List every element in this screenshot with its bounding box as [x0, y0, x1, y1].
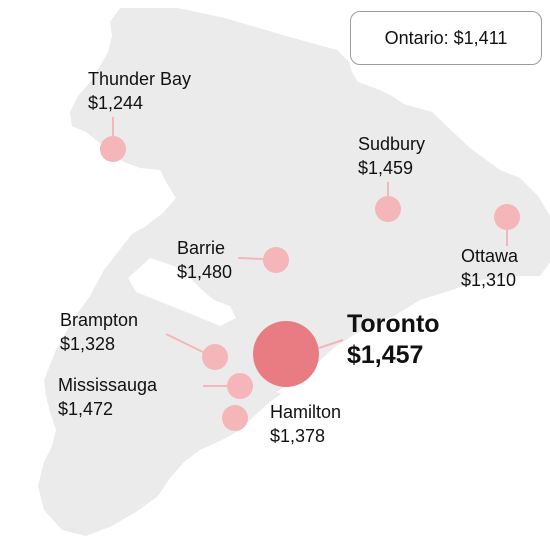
- city-rent: $1,244: [88, 93, 144, 113]
- georgian-bay: [128, 258, 236, 326]
- lake-ontario: [276, 344, 382, 398]
- city-name: Ottawa: [461, 246, 519, 266]
- city-label-ottawa: Ottawa $1,310: [461, 244, 518, 292]
- city-rent: $1,310: [461, 270, 517, 290]
- city-name: Thunder Bay: [88, 69, 192, 89]
- leader-line-brampton: [165, 333, 204, 353]
- city-label-thunder-bay: Thunder Bay $1,244: [88, 67, 191, 115]
- summary-region: Ontario: [384, 27, 444, 48]
- city-marker-thunder-bay: [100, 136, 126, 162]
- city-marker-hamilton: [222, 405, 248, 431]
- city-name: Toronto: [347, 310, 440, 338]
- city-label-toronto: Toronto $1,457: [347, 309, 440, 371]
- city-name: Sudbury: [358, 134, 426, 154]
- city-rent: $1,472: [58, 399, 114, 419]
- city-marker-toronto: [253, 321, 319, 387]
- city-label-hamilton: Hamilton $1,378: [270, 400, 341, 448]
- province-summary-box: Ontario : $1,411: [350, 11, 542, 65]
- city-rent: $1,378: [270, 426, 326, 446]
- summary-value: $1,411: [453, 27, 508, 48]
- city-label-brampton: Brampton $1,328: [60, 308, 138, 356]
- city-marker-sudbury: [375, 196, 401, 222]
- city-name: Barrie: [177, 238, 226, 258]
- city-marker-ottawa: [494, 204, 520, 230]
- leader-line-barrie: [237, 257, 264, 260]
- city-marker-brampton: [202, 344, 228, 370]
- city-name: Brampton: [60, 310, 139, 330]
- city-rent: $1,328: [60, 334, 116, 354]
- city-marker-barrie: [263, 247, 289, 273]
- city-rent: $1,457: [347, 341, 424, 369]
- city-name: Mississauga: [58, 375, 158, 395]
- ontario-landmass: [38, 8, 550, 536]
- city-markers: [100, 117, 520, 431]
- city-marker-mississauga: [227, 373, 253, 399]
- city-rent: $1,480: [177, 262, 233, 282]
- city-name: Hamilton: [270, 402, 342, 422]
- city-label-barrie: Barrie $1,480: [177, 236, 232, 284]
- city-rent: $1,459: [358, 158, 414, 178]
- leader-line-toronto: [318, 339, 344, 349]
- city-label-mississauga: Mississauga $1,472: [58, 373, 157, 421]
- summary-separator: :: [443, 27, 454, 48]
- city-label-sudbury: Sudbury $1,459: [358, 132, 425, 180]
